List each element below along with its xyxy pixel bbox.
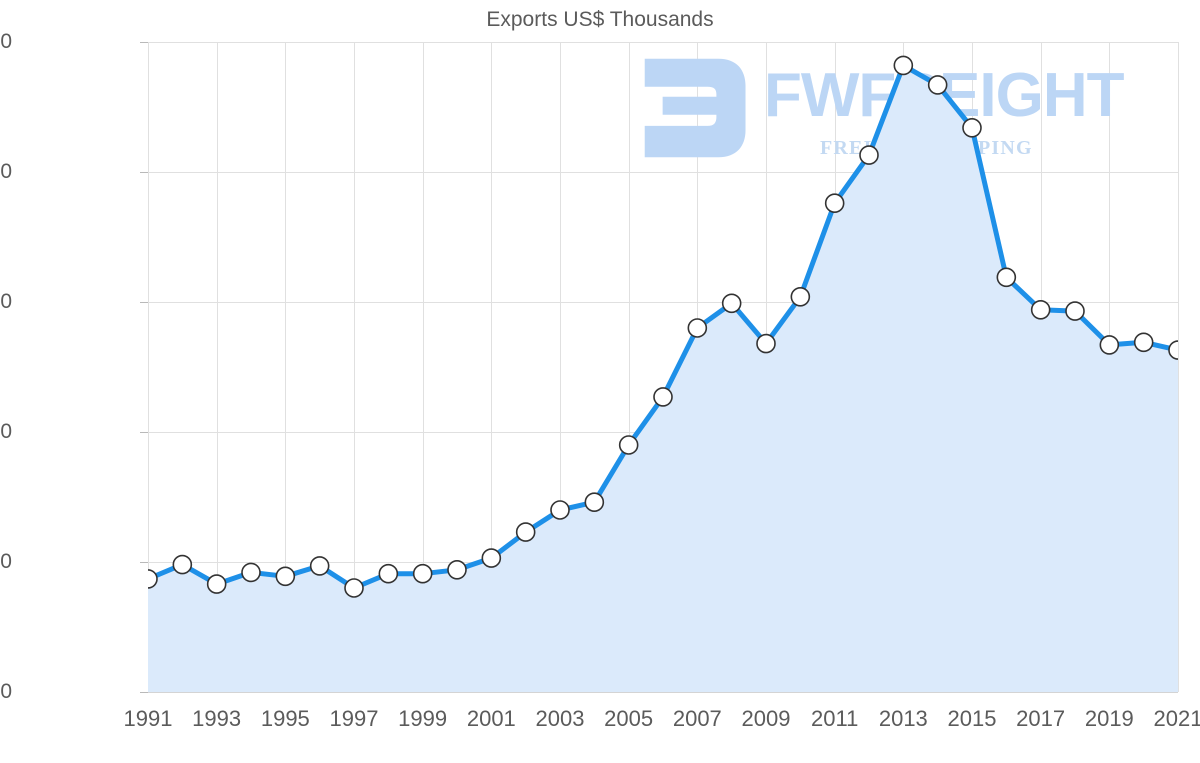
x-axis-tick-label: 2007 bbox=[672, 706, 722, 731]
data-point-marker[interactable] bbox=[550, 500, 570, 520]
data-point-marker[interactable] bbox=[148, 569, 158, 589]
data-point-marker[interactable] bbox=[412, 563, 433, 584]
y-axis-tick-mark bbox=[140, 562, 148, 563]
data-point-marker[interactable] bbox=[687, 318, 708, 338]
x-axis-tick-label: 1995 bbox=[260, 706, 310, 731]
data-point-marker[interactable] bbox=[1065, 301, 1085, 321]
data-point-marker[interactable] bbox=[1168, 340, 1178, 360]
x-axis-tick-label: 1997 bbox=[329, 706, 379, 731]
y-axis-tick-label: 25 000 000 bbox=[0, 30, 12, 53]
data-point-marker[interactable] bbox=[1133, 332, 1154, 353]
gridline-vertical bbox=[491, 42, 493, 692]
x-axis-tick-label: 2021 bbox=[1153, 706, 1200, 731]
gridline-horizontal bbox=[148, 302, 1178, 303]
data-point-marker[interactable] bbox=[309, 556, 330, 576]
gridline-vertical bbox=[628, 42, 630, 692]
data-point-marker[interactable] bbox=[721, 293, 742, 314]
gridline-vertical bbox=[1178, 42, 1179, 692]
data-point-marker[interactable] bbox=[824, 193, 845, 213]
x-axis-tick-label: 2009 bbox=[741, 706, 791, 731]
plot-area: FWFREIGHT FREIGHT SHIPPING bbox=[148, 42, 1179, 693]
gridline-vertical bbox=[285, 42, 287, 692]
data-point-markers bbox=[148, 55, 1178, 598]
data-point-marker[interactable] bbox=[893, 55, 914, 76]
x-axis-tick-label: 2013 bbox=[878, 706, 928, 731]
x-axis-tick-label: 1993 bbox=[192, 706, 242, 731]
y-axis-tick-mark bbox=[140, 432, 148, 433]
x-axis-tick-label: 1991 bbox=[123, 706, 173, 731]
y-axis-tick-label: 0 bbox=[0, 680, 12, 703]
x-axis-tick-label: 1999 bbox=[398, 706, 448, 731]
data-point-marker[interactable] bbox=[206, 574, 227, 594]
gridline-vertical bbox=[216, 42, 218, 692]
y-axis-tick-label: 5 000 000 bbox=[0, 550, 12, 573]
y-axis-tick-mark bbox=[140, 692, 148, 693]
gridline-vertical bbox=[422, 42, 424, 692]
data-point-marker[interactable] bbox=[927, 75, 948, 95]
data-point-marker[interactable] bbox=[481, 548, 502, 568]
y-axis-tick-label: 10 000 000 bbox=[0, 420, 12, 443]
data-point-marker[interactable] bbox=[1030, 299, 1051, 320]
gridline-vertical bbox=[560, 42, 561, 692]
gridline-horizontal bbox=[148, 42, 1178, 43]
area-fill bbox=[148, 65, 1178, 692]
data-point-marker[interactable] bbox=[962, 118, 982, 138]
data-point-marker[interactable] bbox=[241, 562, 261, 583]
x-axis-tick-label: 2005 bbox=[604, 706, 654, 731]
data-point-marker[interactable] bbox=[515, 522, 536, 542]
data-point-marker[interactable] bbox=[756, 333, 776, 354]
data-point-marker[interactable] bbox=[1099, 335, 1120, 355]
data-point-marker[interactable] bbox=[653, 387, 673, 407]
y-axis-tick-label: 15 000 000 bbox=[0, 290, 12, 313]
gridline-horizontal bbox=[148, 172, 1178, 173]
data-point-marker[interactable] bbox=[447, 559, 467, 580]
chart-title: Exports US$ Thousands bbox=[486, 8, 714, 31]
x-axis-tick-label: 2011 bbox=[811, 706, 859, 731]
y-axis-tick-label: 20 000 000 bbox=[0, 160, 12, 183]
data-point-marker[interactable] bbox=[996, 267, 1017, 288]
gridline-horizontal bbox=[148, 692, 1178, 693]
data-point-marker[interactable] bbox=[275, 566, 296, 587]
x-axis-tick-label: 2001 bbox=[466, 706, 516, 731]
gridline-vertical bbox=[354, 42, 355, 692]
y-axis-tick-mark bbox=[140, 172, 148, 173]
x-axis-tick-label: 2019 bbox=[1084, 706, 1134, 731]
x-axis-tick-label: 2003 bbox=[535, 706, 585, 731]
x-axis-tick-label: 2017 bbox=[1016, 706, 1066, 731]
y-axis-tick-mark bbox=[140, 302, 148, 303]
data-point-marker[interactable] bbox=[344, 578, 364, 598]
data-point-marker[interactable] bbox=[790, 287, 811, 307]
data-point-marker[interactable] bbox=[584, 492, 605, 513]
y-axis-tick-mark bbox=[140, 42, 148, 43]
data-point-marker[interactable] bbox=[618, 435, 639, 455]
series-layer bbox=[148, 55, 1178, 692]
y-axis-spine bbox=[148, 42, 149, 692]
data-point-marker[interactable] bbox=[859, 145, 879, 165]
x-axis-tick-label: 2015 bbox=[947, 706, 997, 731]
data-point-marker[interactable] bbox=[172, 554, 193, 575]
data-point-marker[interactable] bbox=[378, 563, 399, 584]
